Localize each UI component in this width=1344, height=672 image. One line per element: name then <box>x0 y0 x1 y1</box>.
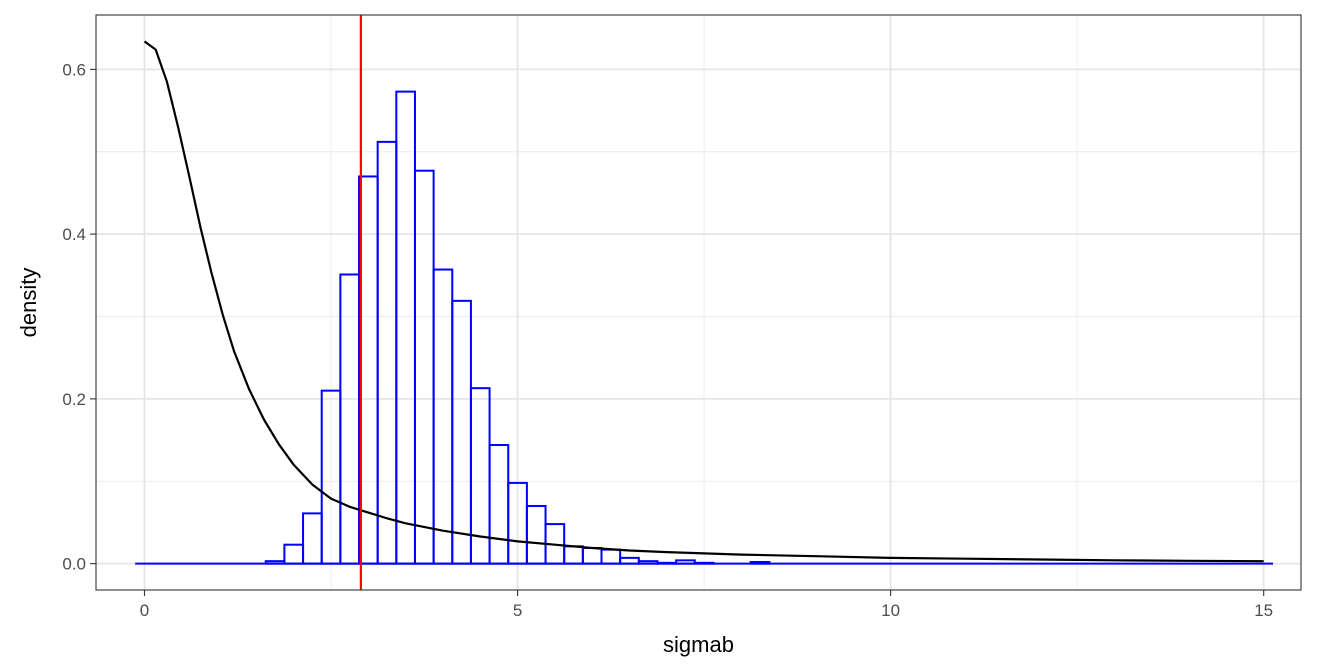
histogram-bar <box>283 543 305 565</box>
histogram-bar <box>675 559 696 565</box>
histogram-bar <box>488 444 510 565</box>
histogram-bar <box>339 273 361 565</box>
histogram-bar <box>749 560 771 565</box>
x-axis-ticks: 0 5 10 15 <box>140 590 1273 620</box>
histogram-bar <box>693 561 715 565</box>
minor-gridlines <box>96 15 1301 590</box>
histogram-bar <box>395 90 416 565</box>
density-curve <box>143 40 1264 563</box>
histogram-bar <box>563 545 584 565</box>
histogram-bar <box>264 560 286 565</box>
histogram-bar <box>432 268 454 565</box>
density-curve-layer <box>143 40 1264 563</box>
histogram-bar <box>525 504 547 565</box>
histogram-bar <box>619 556 640 565</box>
x-tick-label: 10 <box>881 601 900 620</box>
histogram-bar <box>656 561 678 565</box>
y-tick-label: 0.6 <box>62 60 86 79</box>
y-tick-label: 0.2 <box>62 390 86 409</box>
x-tick-label: 15 <box>1254 601 1273 620</box>
panel-border <box>95 14 1302 591</box>
x-tick-label: 5 <box>513 601 522 620</box>
y-tick-label: 0.0 <box>62 555 86 574</box>
histogram-bar <box>413 169 435 565</box>
y-axis-title: density <box>16 268 41 338</box>
histogram-bar <box>637 560 659 565</box>
x-tick-label: 0 <box>140 601 149 620</box>
histogram-bar <box>451 299 472 565</box>
y-tick-label: 0.4 <box>62 225 86 244</box>
histogram-bar <box>376 140 398 565</box>
histogram-bar <box>581 546 603 565</box>
histogram-bar <box>600 548 622 565</box>
y-axis-ticks: 0.0 0.2 0.4 0.6 <box>62 60 96 574</box>
x-axis-title: sigmab <box>663 632 734 657</box>
histogram-bar <box>302 512 323 565</box>
histogram-bars <box>135 90 1274 565</box>
major-gridlines <box>96 15 1301 590</box>
